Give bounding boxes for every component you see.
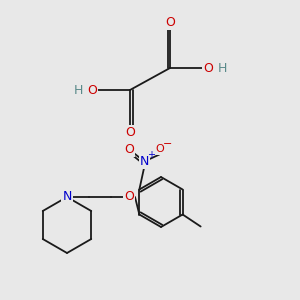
Text: O: O [87, 83, 97, 97]
Text: H: H [73, 83, 83, 97]
Text: O: O [203, 61, 213, 74]
Text: H: H [217, 61, 227, 74]
Text: N: N [62, 190, 72, 203]
Text: +: + [147, 149, 155, 160]
Text: O: O [125, 125, 135, 139]
Text: O: O [155, 145, 164, 154]
Text: O: O [165, 16, 175, 28]
Text: −: − [163, 140, 172, 149]
Text: O: O [124, 190, 134, 203]
Text: O: O [124, 143, 134, 156]
Text: N: N [140, 155, 149, 168]
